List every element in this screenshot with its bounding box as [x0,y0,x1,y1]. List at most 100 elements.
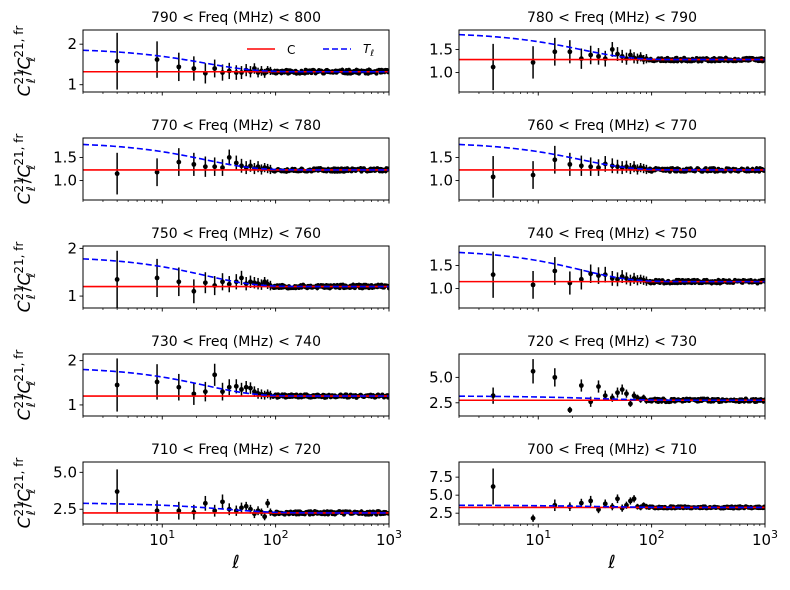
data-point-4 [202,164,208,170]
data-point-9 [239,70,244,75]
data-point-0 [114,382,120,388]
data-point-2 [552,49,558,55]
y-tick-label: 1.5 [53,148,77,166]
x-tick-exponent: 2 [658,528,665,541]
y-label-slash: / [15,393,35,399]
data-point-3 [191,288,197,294]
y-label-sup2: 21, fr [12,26,26,58]
data-point-2 [176,384,182,390]
axes-frame [82,353,390,417]
data-point-7 [226,281,232,287]
data-point-5 [212,164,218,170]
x-tick-exponent: 3 [771,528,778,541]
data-point-3 [191,161,197,167]
y-tick-label: 2.5 [53,500,77,518]
data-point-9 [239,275,244,281]
y-label-c: C [15,300,35,312]
y-label-sub2: ℓ [24,489,38,495]
data-point-6 [596,165,601,171]
y-label-sup2: 21, fr [12,350,26,382]
y-label-sub2: ℓ [24,273,38,279]
y-tick-label: 1 [67,396,77,414]
x-tick-exponent: 2 [282,528,289,541]
data-point-5 [588,271,594,277]
y-label-c: C [15,516,35,528]
data-point-1 [530,172,536,178]
x-tick-label: 101 [149,528,175,549]
y-label-sup: 21 [12,501,26,516]
t-ell-curve [83,258,389,288]
y-tick-label: 1.5 [429,40,453,58]
data-point-3 [191,66,197,71]
data-point-11 [248,163,253,169]
y-tick-label: 1 [67,76,77,94]
subplot-title: 760 < Freq (MHz) < 770 [527,118,697,134]
data-point-2 [176,159,182,165]
t-ell-curve [83,368,389,397]
y-tick-label: 5.0 [429,486,453,504]
y-label-c2: C [15,166,35,178]
y-label-sup: 21 [12,69,26,84]
data-point-6 [220,165,225,171]
legend-t-label: Tℓ [363,42,374,59]
x-tick-label: 103 [376,528,402,549]
y-label-c2: C [15,274,35,286]
plot-area [83,250,389,308]
x-tick-base: 10 [639,531,658,549]
data-point-0 [490,272,496,278]
t-ell-curve [459,504,765,509]
data-point-1 [154,169,160,175]
x-tick-label: 103 [752,528,778,549]
x-tick-base: 10 [263,531,282,549]
data-point-5 [588,498,594,504]
plot-area [83,143,389,195]
data-point-0 [490,484,496,489]
y-label-sub: ℓ [24,294,38,300]
data-point-0 [114,58,120,64]
data-point-0 [490,64,496,70]
y-tick-label: 2.5 [429,504,453,522]
data-point-11 [248,279,253,285]
plot-area [83,358,389,412]
axes-frame [82,29,390,93]
data-point-10 [619,387,625,392]
axes-frame [458,353,766,417]
x-tick-exponent: 1 [168,528,175,541]
y-label-sup: 21 [12,177,26,192]
x-tick-label: 102 [639,528,665,549]
data-point-1 [530,282,536,288]
data-point-4 [578,163,584,169]
subplot-title: 700 < Freq (MHz) < 710 [527,442,697,458]
data-point-12 [628,401,633,407]
data-point-7 [226,384,232,390]
data-point-5 [212,508,218,514]
y-label-sub2: ℓ [24,165,38,171]
t-ell-curve [83,143,389,171]
t-ell-curve [83,502,389,514]
data-point-3 [567,407,573,413]
data-point-8 [233,160,239,166]
data-point-4 [202,280,208,286]
y-label-slash: / [15,69,35,75]
data-point-6 [596,507,601,512]
data-point-6 [220,389,225,395]
subplot-3: 760 < Freq (MHz) < 770 1.0 1.5 [429,118,766,204]
plot-area [459,143,765,198]
x-tick-base: 10 [752,531,771,549]
axes-frame [458,29,766,93]
x-tick-exponent: 3 [395,528,402,541]
subplot-title: 790 < Freq (MHz) < 800 [151,10,321,26]
data-point-3 [567,49,573,55]
y-tick-label: 5.0 [53,463,77,481]
y-label-sub: ℓ [24,510,38,516]
subplot-title: 730 < Freq (MHz) < 740 [151,334,321,350]
y-label-sub2: ℓ [24,381,38,387]
y-label-c2: C [15,58,35,70]
plot-area [459,359,765,413]
x-tick-base: 10 [525,531,544,549]
data-point-6 [596,384,601,389]
